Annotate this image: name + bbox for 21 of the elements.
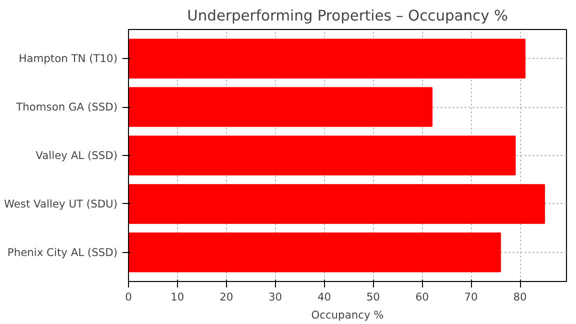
y-tick-label: Phenix City AL (SSD) [7, 246, 118, 259]
bar [128, 184, 545, 224]
x-tick-label: 50 [366, 290, 380, 304]
bar [128, 232, 501, 272]
y-tick-label: Valley AL (SSD) [36, 149, 118, 162]
x-tick-label: 40 [317, 290, 332, 304]
bar [128, 136, 516, 176]
x-tick-label: 60 [415, 290, 430, 304]
y-tick-label: West Valley UT (SDU) [4, 197, 118, 210]
x-tick-label: 10 [170, 290, 184, 304]
y-tick-label: Thomson GA (SSD) [15, 100, 118, 114]
x-tick-label: 80 [513, 290, 528, 304]
x-tick-label: 20 [220, 290, 234, 304]
bar [128, 38, 526, 78]
x-tick-label: 30 [268, 290, 282, 304]
x-tick-label: 0 [125, 290, 132, 304]
x-tick-label: 70 [464, 290, 478, 304]
chart-title: Underperforming Properties – Occupancy % [187, 8, 508, 24]
x-axis-title: Occupancy % [311, 308, 384, 322]
bar [128, 87, 432, 127]
y-tick-label: Hampton TN (T10) [18, 52, 118, 66]
